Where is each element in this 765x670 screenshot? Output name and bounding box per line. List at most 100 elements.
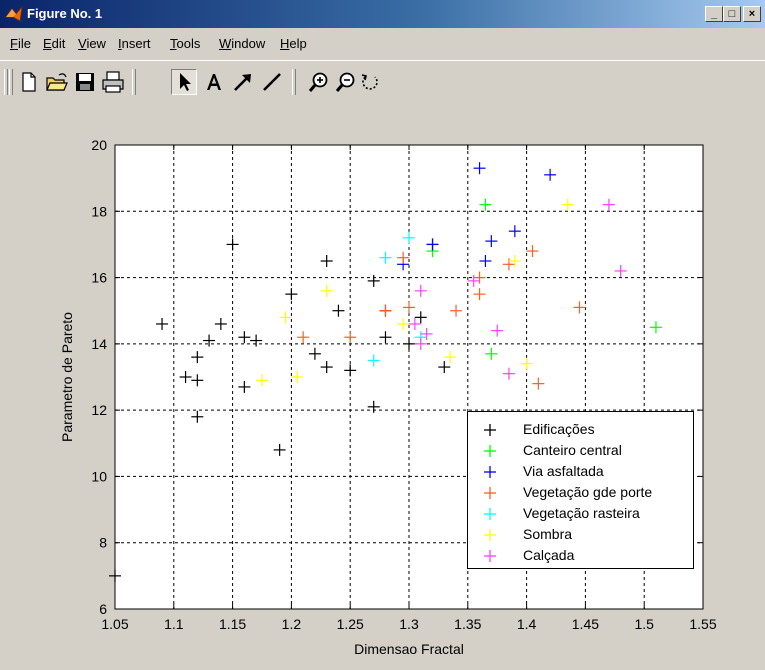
print-button[interactable]: [100, 69, 126, 95]
menu-edit[interactable]: Edit: [43, 36, 66, 51]
maximize-button[interactable]: □: [723, 6, 741, 22]
toolbar-grip[interactable]: [4, 69, 8, 95]
open-folder-icon: [46, 73, 68, 91]
zoom-out-button[interactable]: [333, 69, 359, 95]
menu-insert[interactable]: Insert: [118, 36, 151, 51]
data-point-6: [414, 337, 427, 350]
matlab-logo-icon: [5, 5, 23, 22]
data-point-0: [250, 334, 263, 347]
legend-entry: Via asfaltada: [468, 462, 693, 482]
toolbar: [0, 60, 765, 95]
insert-arrow-button[interactable]: [230, 69, 256, 95]
save-button[interactable]: [72, 69, 98, 95]
close-button[interactable]: ×: [743, 6, 761, 22]
data-point-0: [285, 288, 298, 301]
minimize-button[interactable]: _: [705, 6, 723, 22]
rotate-3d-button[interactable]: [357, 69, 383, 95]
data-point-3: [297, 331, 310, 344]
data-point-4: [403, 231, 415, 244]
legend[interactable]: Edificações Canteiro central Via asfaltada…: [467, 411, 694, 569]
insert-line-button[interactable]: [259, 69, 285, 95]
data-point-6: [602, 198, 615, 211]
legend-label: Vegetação gde porte: [523, 484, 653, 500]
data-point-3: [344, 331, 357, 344]
data-point-4: [367, 354, 380, 367]
x-tick-label: 1.55: [689, 616, 716, 632]
toolbar-separator: [132, 69, 136, 95]
data-point-5: [520, 357, 533, 370]
legend-label: Sombra: [523, 526, 573, 542]
rotate-3d-icon: [361, 74, 378, 90]
data-point-3: [532, 377, 545, 390]
title-bar[interactable]: Figure No. 1 _ □ ×: [0, 0, 765, 28]
y-tick-label: 10: [91, 468, 107, 484]
data-point-3: [573, 301, 586, 314]
data-point-0: [367, 274, 380, 287]
x-tick-label: 1.3: [399, 616, 419, 632]
data-point-0: [214, 317, 227, 330]
zoom-in-button[interactable]: [306, 69, 332, 95]
data-point-0: [179, 371, 192, 383]
data-point-0: [367, 400, 380, 413]
data-point-6: [414, 284, 427, 297]
data-point-3: [379, 304, 392, 317]
window-title: Figure No. 1: [27, 6, 103, 21]
data-point-3: [502, 258, 515, 271]
legend-label: Canteiro central: [523, 442, 622, 458]
data-point-0: [320, 361, 333, 374]
x-tick-label: 1.1: [164, 616, 184, 632]
menu-file[interactable]: File: [10, 36, 31, 51]
data-point-0: [414, 311, 427, 324]
data-point-0: [191, 410, 204, 423]
data-point-2: [426, 238, 439, 251]
menu-view[interactable]: View: [78, 36, 106, 51]
data-point-2: [473, 162, 486, 175]
data-point-0: [344, 364, 357, 377]
data-point-2: [508, 225, 521, 238]
legend-label: Edificações: [523, 421, 595, 437]
data-point-0: [238, 380, 251, 393]
data-point-3: [526, 245, 539, 258]
menu-help[interactable]: Help: [280, 36, 307, 51]
data-point-3: [397, 251, 410, 264]
legend-marker-icon: [484, 550, 496, 562]
menu-tools[interactable]: Tools: [170, 36, 201, 51]
legend-label: Vegetação rasteira: [523, 505, 640, 521]
data-point-0: [203, 334, 216, 347]
select-button[interactable]: [171, 69, 197, 95]
save-icon: [76, 73, 94, 91]
select-arrow-icon: [180, 73, 191, 91]
data-point-2: [544, 168, 557, 181]
data-point-6: [420, 327, 433, 340]
print-icon: [102, 71, 124, 93]
data-point-0: [332, 304, 345, 317]
data-point-0: [308, 347, 321, 360]
data-point-3: [450, 304, 463, 317]
legend-label: Calçada: [523, 547, 575, 563]
open-file-button[interactable]: [44, 69, 70, 95]
x-tick-label: 1.35: [454, 616, 481, 632]
data-point-0: [238, 331, 251, 344]
data-point-6: [491, 324, 504, 337]
legend-marker-icon: [484, 487, 496, 499]
y-tick-label: 16: [91, 270, 107, 286]
data-point-1: [649, 321, 662, 334]
menu-window[interactable]: Window: [219, 36, 266, 51]
data-point-1: [485, 347, 498, 360]
menu-bar: File Edit View Insert Tools Window Help: [0, 32, 765, 56]
new-figure-button[interactable]: [16, 69, 42, 95]
x-tick-label: 1.45: [572, 616, 599, 632]
x-tick-label: 1.25: [337, 616, 364, 632]
legend-entry: Vegetação rasteira: [468, 504, 693, 524]
insert-text-button[interactable]: [201, 69, 227, 95]
data-point-5: [279, 311, 292, 324]
data-point-5: [561, 198, 574, 211]
insert-line-icon: [263, 73, 281, 91]
y-tick-label: 8: [99, 535, 107, 551]
legend-marker-icon: [484, 424, 496, 436]
insert-arrow-icon: [234, 74, 251, 91]
y-axis-label: Parametro de Pareto: [59, 312, 75, 442]
legend-entry: Calçada: [468, 546, 693, 566]
